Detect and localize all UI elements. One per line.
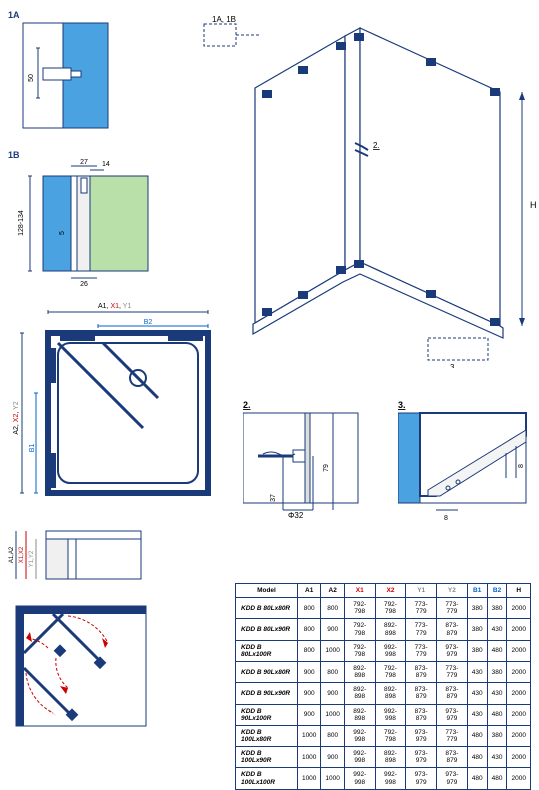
table-row: KDD B 80Lx80R800800792-798792-798773-779… xyxy=(236,598,531,619)
table-row: KDD B 90Lx100R9001000892-898992-998873-8… xyxy=(236,704,531,725)
dim-128: 128-134 xyxy=(18,210,25,236)
dim-50: 50 xyxy=(28,74,35,82)
lbl-b1: B1 xyxy=(29,444,36,453)
lbl-a1a2: A1,A2 xyxy=(9,546,15,563)
label-1b: 1B xyxy=(8,150,20,160)
dim-79: 79 xyxy=(323,464,330,472)
dimensions-table: ModelA1A2X1X2Y1Y2B1B2H KDD B 80Lx80R8008… xyxy=(235,583,531,790)
lbl-a2: A2 xyxy=(13,426,20,435)
col-h: H xyxy=(507,584,531,598)
detail-2: 2. 37 79 Φ32 xyxy=(243,398,363,523)
detail-3: 3. 8 8 xyxy=(398,398,533,523)
lbl-y1: Y1 xyxy=(123,303,132,310)
svg-text:A1, X1, Y1: A1, X1, Y1 xyxy=(98,303,131,310)
lbl-x1: X1 xyxy=(110,303,119,310)
table-row: KDD B 80Lx100R8001000792-798992-998773-7… xyxy=(236,640,531,661)
col-b1: B1 xyxy=(467,584,487,598)
dim-5: 5 xyxy=(59,231,66,235)
col-y1: Y1 xyxy=(406,584,437,598)
dim-26: 26 xyxy=(80,281,88,288)
table-row: KDD B 100Lx90R1000900992-998892-898973-9… xyxy=(236,747,531,768)
lbl-a1: A1 xyxy=(98,303,107,310)
detail-1b: 1B 27 14 5 26 128-134 xyxy=(8,148,158,288)
dim-37: 37 xyxy=(270,494,277,502)
dim-8b: 8 xyxy=(444,515,448,522)
lbl-x2: X2 xyxy=(13,414,20,423)
col-b2: B2 xyxy=(487,584,507,598)
lbl-y2: Y2 xyxy=(13,401,20,410)
dim-14: 14 xyxy=(102,161,110,168)
lbl-y1y2: Y1,Y2 xyxy=(29,550,35,567)
table-row: KDD B 100Lx80R1000800992-998792-798973-9… xyxy=(236,725,531,746)
detail-1a: 1A 50 xyxy=(8,8,118,138)
dim-phi: Φ32 xyxy=(288,511,304,520)
dim-8a: 8 xyxy=(518,464,525,468)
lbl-2-call: 2. xyxy=(373,141,380,150)
lbl-3-call: 3. xyxy=(450,363,457,368)
col-a1: A1 xyxy=(297,584,320,598)
iso-3d: 1A, 1B 2. 3. H xyxy=(180,8,539,368)
door-swing xyxy=(8,598,153,733)
lbl-d3: 3. xyxy=(398,400,406,410)
col-a2: A2 xyxy=(321,584,344,598)
table-row: KDD B 80Lx90R800900792-798892-898773-779… xyxy=(236,619,531,640)
lbl-d2: 2. xyxy=(243,400,251,410)
label-1a: 1A xyxy=(8,10,20,20)
col-x1: X1 xyxy=(344,584,375,598)
dim-27: 27 xyxy=(80,159,88,166)
col-x2: X2 xyxy=(375,584,406,598)
table-row: KDD B 90Lx80R900800892-898792-798873-879… xyxy=(236,661,531,682)
table-row: KDD B 90Lx90R900900892-898892-898873-879… xyxy=(236,683,531,704)
lbl-1a1b-callout: 1A, 1B xyxy=(212,15,236,24)
lbl-x1x2: X1,X2 xyxy=(19,546,25,563)
table-row: KDD B 100Lx100R10001000992-998992-998973… xyxy=(236,768,531,789)
col-y2: Y2 xyxy=(437,584,468,598)
svg-text:A2, X2, Y2: A2, X2, Y2 xyxy=(13,401,20,434)
lbl-b2: B2 xyxy=(144,319,153,326)
small-section: A1,A2 X1,X2 Y1,Y2 xyxy=(8,523,148,593)
col-model: Model xyxy=(236,584,298,598)
lbl-h: H xyxy=(530,200,537,210)
